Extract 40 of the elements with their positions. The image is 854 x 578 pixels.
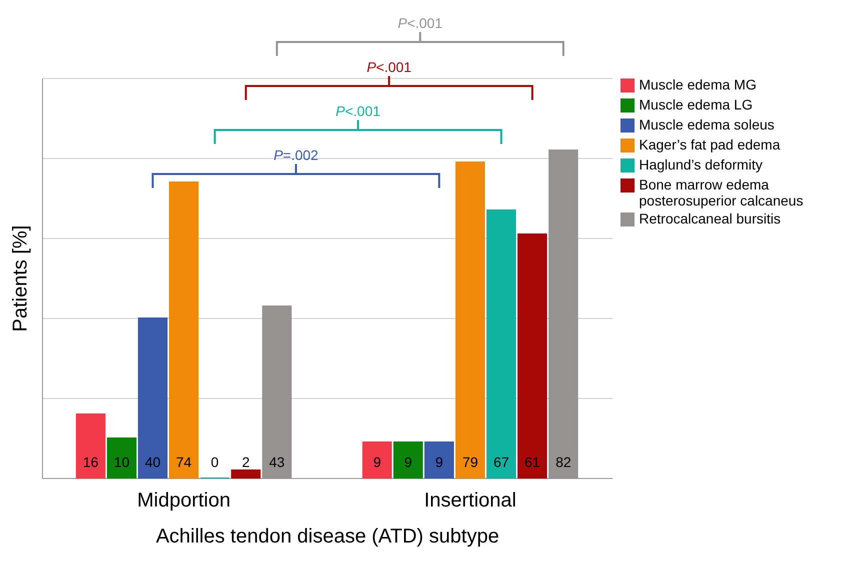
data-label: 9: [373, 454, 382, 470]
legend-label: Muscle edema MG: [639, 76, 756, 92]
legend-label: Bone marrow edema posterosuperior calcaneus: [639, 176, 804, 208]
annotation: P=.002: [274, 147, 319, 163]
x-tick-label: Midportion: [137, 490, 230, 512]
data-label: 0: [210, 454, 219, 470]
bar: [106, 438, 136, 478]
annotation: P<.001: [336, 103, 381, 119]
legend-label: Muscle edema soleus: [639, 116, 774, 132]
legend-label: Muscle edema LG: [639, 96, 753, 112]
bar: [231, 470, 261, 478]
x-axis-title: Achilles tendon disease (ATD) subtype: [156, 526, 500, 548]
data-label: 10: [114, 454, 130, 470]
x-tick-label: Insertional: [424, 490, 516, 512]
data-label: 40: [144, 454, 161, 470]
data-label: 74: [176, 454, 192, 470]
data-label: 2: [242, 454, 250, 470]
bar: [362, 442, 392, 478]
data-label: 16: [82, 454, 99, 470]
bar: [138, 318, 168, 478]
bar: [393, 442, 423, 478]
bar: [424, 442, 454, 478]
data-label: 61: [524, 454, 540, 470]
data-label: 79: [462, 454, 478, 470]
data-label: 43: [269, 454, 285, 470]
y-axis-title: Patients [%]: [10, 225, 32, 332]
bar: [486, 210, 516, 478]
legend-label: Retrocalcaneal bursitis: [639, 210, 781, 226]
text: P<.001: [366, 59, 412, 75]
bar: [76, 414, 106, 478]
data-label: 9: [435, 454, 444, 470]
text: P<.001: [398, 15, 443, 31]
legend-label: Kager’s fat pad edema: [639, 136, 780, 152]
data-label: 67: [493, 454, 510, 470]
bar: [169, 182, 199, 478]
bar: [518, 234, 548, 478]
data-label: 9: [404, 454, 412, 470]
bar: [455, 162, 485, 478]
data-label: 82: [556, 454, 572, 470]
legend-label: Haglund’s deformity: [639, 156, 762, 172]
